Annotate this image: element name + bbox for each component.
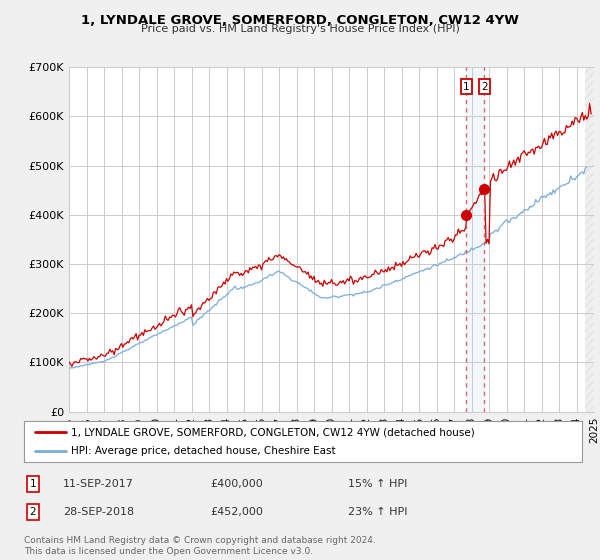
- Bar: [585, 67, 594, 412]
- Text: 1, LYNDALE GROVE, SOMERFORD, CONGLETON, CW12 4YW: 1, LYNDALE GROVE, SOMERFORD, CONGLETON, …: [81, 14, 519, 27]
- Text: Contains HM Land Registry data © Crown copyright and database right 2024.
This d: Contains HM Land Registry data © Crown c…: [24, 536, 376, 556]
- Text: 1: 1: [29, 479, 37, 489]
- Text: 15% ↑ HPI: 15% ↑ HPI: [348, 479, 407, 489]
- Text: 1, LYNDALE GROVE, SOMERFORD, CONGLETON, CW12 4YW (detached house): 1, LYNDALE GROVE, SOMERFORD, CONGLETON, …: [71, 427, 475, 437]
- Text: 28-SEP-2018: 28-SEP-2018: [63, 507, 134, 517]
- Bar: [466, 67, 484, 412]
- Text: Price paid vs. HM Land Registry's House Price Index (HPI): Price paid vs. HM Land Registry's House …: [140, 24, 460, 34]
- Text: £452,000: £452,000: [210, 507, 263, 517]
- Text: £400,000: £400,000: [210, 479, 263, 489]
- Text: 11-SEP-2017: 11-SEP-2017: [63, 479, 134, 489]
- Text: HPI: Average price, detached house, Cheshire East: HPI: Average price, detached house, Ches…: [71, 446, 336, 456]
- Text: 1: 1: [463, 82, 470, 92]
- Text: 2: 2: [481, 82, 488, 92]
- Text: 23% ↑ HPI: 23% ↑ HPI: [348, 507, 407, 517]
- Text: 2: 2: [29, 507, 37, 517]
